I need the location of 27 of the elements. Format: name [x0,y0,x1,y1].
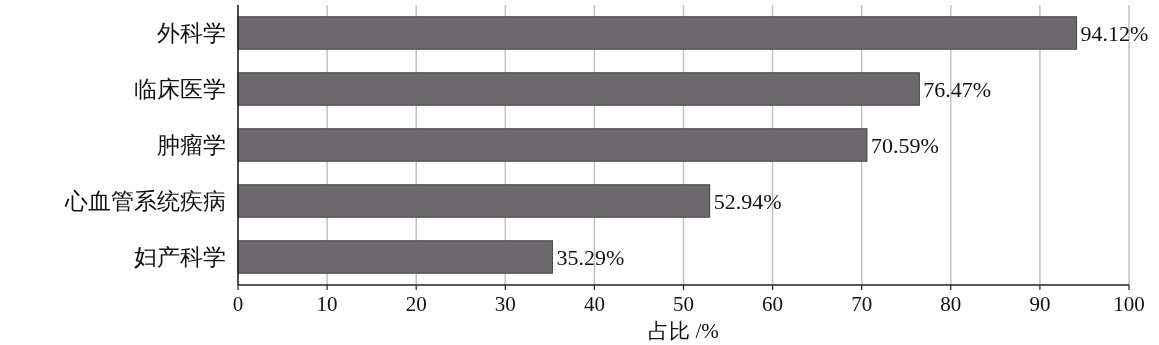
x-tick-label: 0 [232,292,244,316]
data-label: 76.47% [923,77,992,102]
x-tick-label: 80 [940,292,962,316]
bar [237,72,920,106]
y-tick-label: 妇产科学 [134,245,226,270]
x-tick-label: 100 [1113,292,1145,316]
y-tick-label: 临床医学 [134,77,226,102]
data-label: 70.59% [870,133,939,158]
bar [237,184,711,218]
y-tick-label: 外科学 [157,21,226,46]
y-tick-label: 肿瘤学 [157,133,226,158]
x-tick-label: 50 [673,292,694,316]
x-tick-label: 60 [762,292,784,316]
data-label: 52.94% [713,189,782,214]
x-tick-label: 40 [583,292,605,316]
data-label: 94.12% [1080,21,1149,46]
x-tick-label: 70 [851,292,873,316]
x-tick-label: 10 [316,292,338,316]
data-label: 35.29% [556,245,625,270]
x-tick-label: 30 [494,292,516,316]
x-tick-label: 90 [1029,292,1051,316]
bar [237,240,553,274]
x-tick-label: 20 [405,292,427,316]
bar [237,16,1078,50]
x-axis-title: 占比 /% [648,319,719,343]
y-tick-label: 心血管系统疾病 [64,189,226,214]
bar [237,128,868,162]
